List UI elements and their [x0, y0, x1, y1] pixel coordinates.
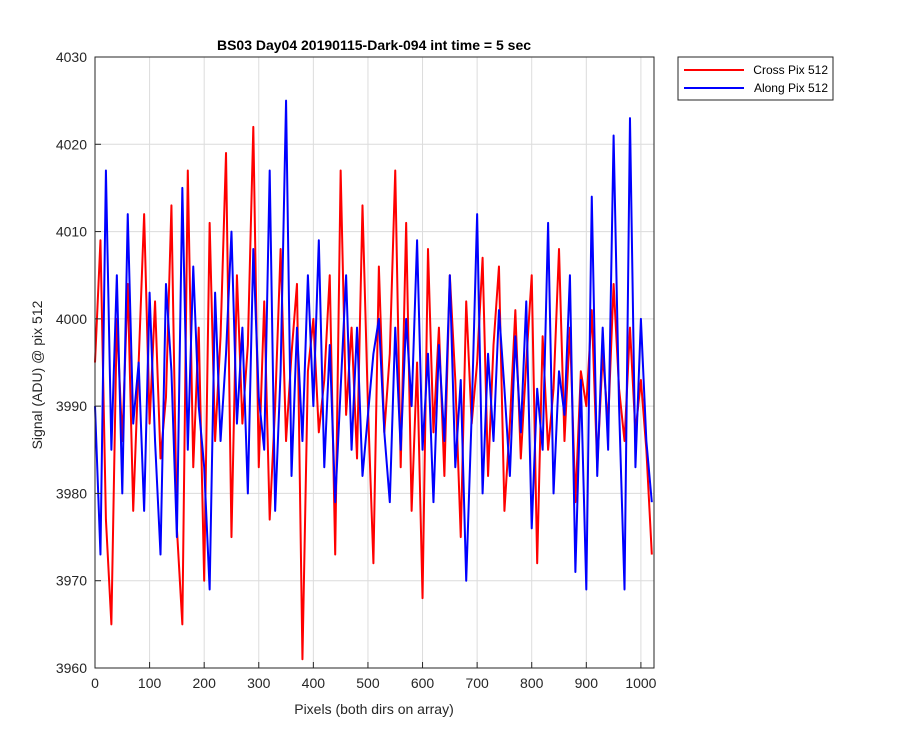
- x-tick-label: 0: [91, 675, 99, 691]
- legend-box: [677, 56, 834, 101]
- y-tick-label: 4000: [56, 311, 87, 327]
- y-tick-label: 3980: [56, 485, 87, 501]
- series-line-along-pix-512: [94, 99, 653, 591]
- legend: Cross Pix 512 Along Pix 512: [677, 56, 834, 101]
- series-line-cross-pix-512: [94, 125, 653, 661]
- y-tick-label: 3960: [56, 660, 87, 676]
- x-tick-label: 500: [356, 675, 380, 691]
- chart-title: BS03 Day04 20190115-Dark-094 int time = …: [217, 37, 531, 53]
- x-tick-label: 900: [575, 675, 599, 691]
- legend-label-along: Along Pix 512: [754, 81, 828, 95]
- x-tick-label: 700: [465, 675, 489, 691]
- x-tick-label: 200: [193, 675, 217, 691]
- x-tick-label: 300: [247, 675, 271, 691]
- x-axis-ticks: 0 100 200 300 400 500 600 700 800 900 1000: [91, 662, 657, 691]
- y-tick-label: 3990: [56, 398, 87, 414]
- y-tick-label: 4030: [56, 49, 87, 65]
- plot-frame: [94, 56, 655, 669]
- y-axis-ticks: 3960 3970 3980 3990 4000 4010 4020 4030: [56, 49, 101, 676]
- x-tick-label: 100: [138, 675, 162, 691]
- y-tick-label: 3970: [56, 573, 87, 589]
- y-tick-label: 4010: [56, 224, 87, 240]
- x-tick-label: 400: [302, 675, 326, 691]
- x-tick-label: 600: [411, 675, 435, 691]
- plot-area: [95, 57, 654, 668]
- x-tick-label: 800: [520, 675, 544, 691]
- series-group: [94, 99, 653, 661]
- x-tick-label: 1000: [625, 675, 656, 691]
- x-axis-label: Pixels (both dirs on array): [294, 701, 454, 717]
- legend-label-cross: Cross Pix 512: [753, 63, 828, 77]
- y-tick-label: 4020: [56, 136, 87, 152]
- y-axis-label: Signal (ADU) @ pix 512: [29, 300, 45, 449]
